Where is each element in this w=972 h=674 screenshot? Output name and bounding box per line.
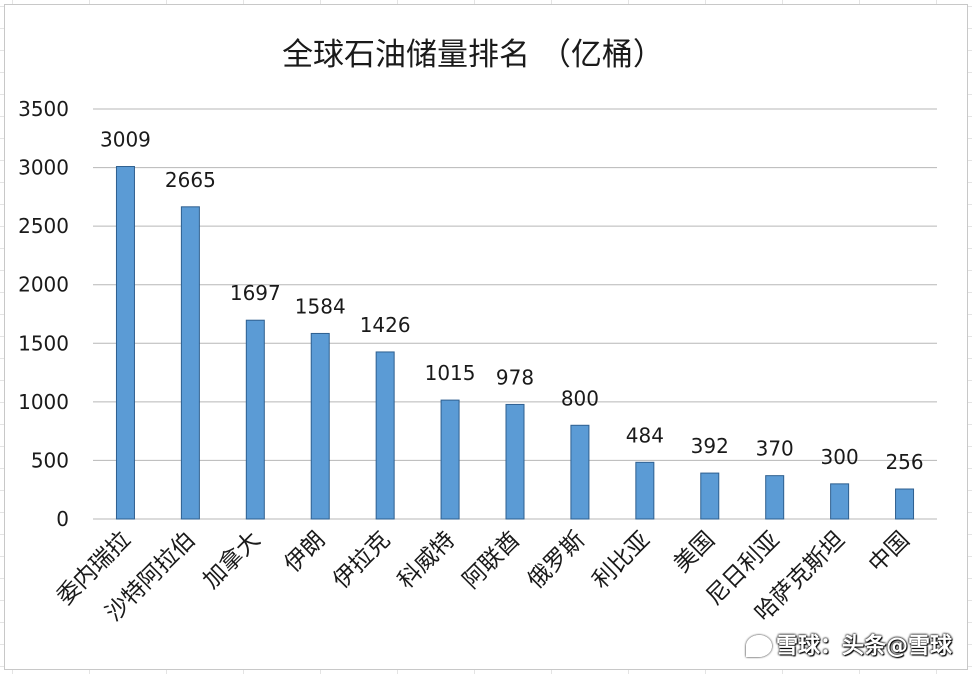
xueqiu-logo-icon bbox=[744, 633, 772, 657]
y-tick-label: 500 bbox=[31, 448, 69, 472]
data-label-11: 300 bbox=[821, 445, 859, 469]
bar-8 bbox=[635, 461, 655, 520]
category-label-8: 利比亚 bbox=[588, 527, 655, 594]
bar-3 bbox=[310, 332, 330, 520]
y-tick-label: 1500 bbox=[18, 331, 69, 355]
data-label-0: 3009 bbox=[100, 128, 151, 152]
category-label-7: 俄罗斯 bbox=[523, 527, 590, 594]
chart-area[interactable]: 全球石油储量排名 （亿桶） 0 500 1000 1500 2000 2500 3000 35… bbox=[4, 4, 968, 670]
bar-11 bbox=[830, 483, 850, 520]
category-label-2: 加拿大 bbox=[198, 526, 266, 594]
category-label-4: 伊拉克 bbox=[328, 527, 395, 594]
data-label-2: 1697 bbox=[230, 281, 281, 305]
data-label-3: 1584 bbox=[295, 294, 346, 318]
category-label-12: 中国 bbox=[864, 527, 915, 578]
category-label-6: 阿联酋 bbox=[458, 527, 525, 594]
y-tick-label: 2500 bbox=[18, 214, 69, 238]
category-label-9: 美国 bbox=[669, 527, 720, 578]
data-labels: 3009 2665 1697 1584 1426 1015 978 800 484 392 370 3… bbox=[100, 128, 924, 474]
bar-4 bbox=[375, 351, 395, 520]
data-label-5: 1015 bbox=[425, 361, 476, 385]
bar-1 bbox=[180, 206, 200, 520]
watermark: 雪球：头条@雪球 bbox=[744, 628, 952, 660]
bar-10 bbox=[765, 475, 785, 520]
bar-0 bbox=[115, 166, 135, 520]
bar-chart: 全球石油储量排名 （亿桶） 0 500 1000 1500 2000 2500 3000 35… bbox=[18, 37, 937, 627]
y-tick-label: 0 bbox=[56, 507, 69, 531]
category-label-5: 科威特 bbox=[393, 527, 460, 594]
data-label-8: 484 bbox=[626, 423, 664, 447]
category-label-3: 伊朗 bbox=[280, 527, 331, 578]
data-label-7: 800 bbox=[561, 386, 599, 410]
y-tick-label: 3000 bbox=[18, 156, 69, 180]
data-label-10: 370 bbox=[756, 437, 794, 461]
bars bbox=[115, 166, 915, 520]
data-label-1: 2665 bbox=[165, 168, 216, 192]
bar-12 bbox=[895, 488, 915, 520]
y-axis-ticks: 0 500 1000 1500 2000 2500 3000 3500 bbox=[18, 97, 69, 531]
y-tick-label: 3500 bbox=[18, 97, 69, 121]
y-tick-label: 2000 bbox=[18, 273, 69, 297]
chart-title: 全球石油储量排名 （亿桶） bbox=[282, 37, 664, 73]
bar-2 bbox=[245, 319, 265, 520]
watermark-text: 雪球：头条@雪球 bbox=[775, 634, 952, 659]
y-tick-label: 1000 bbox=[18, 390, 69, 414]
bar-6 bbox=[505, 403, 525, 520]
bar-9 bbox=[700, 472, 720, 520]
data-label-12: 256 bbox=[885, 450, 923, 474]
bar-7 bbox=[570, 424, 590, 520]
data-label-4: 1426 bbox=[360, 313, 411, 337]
data-label-6: 978 bbox=[496, 365, 534, 389]
bar-5 bbox=[440, 399, 460, 520]
data-label-9: 392 bbox=[691, 434, 729, 458]
